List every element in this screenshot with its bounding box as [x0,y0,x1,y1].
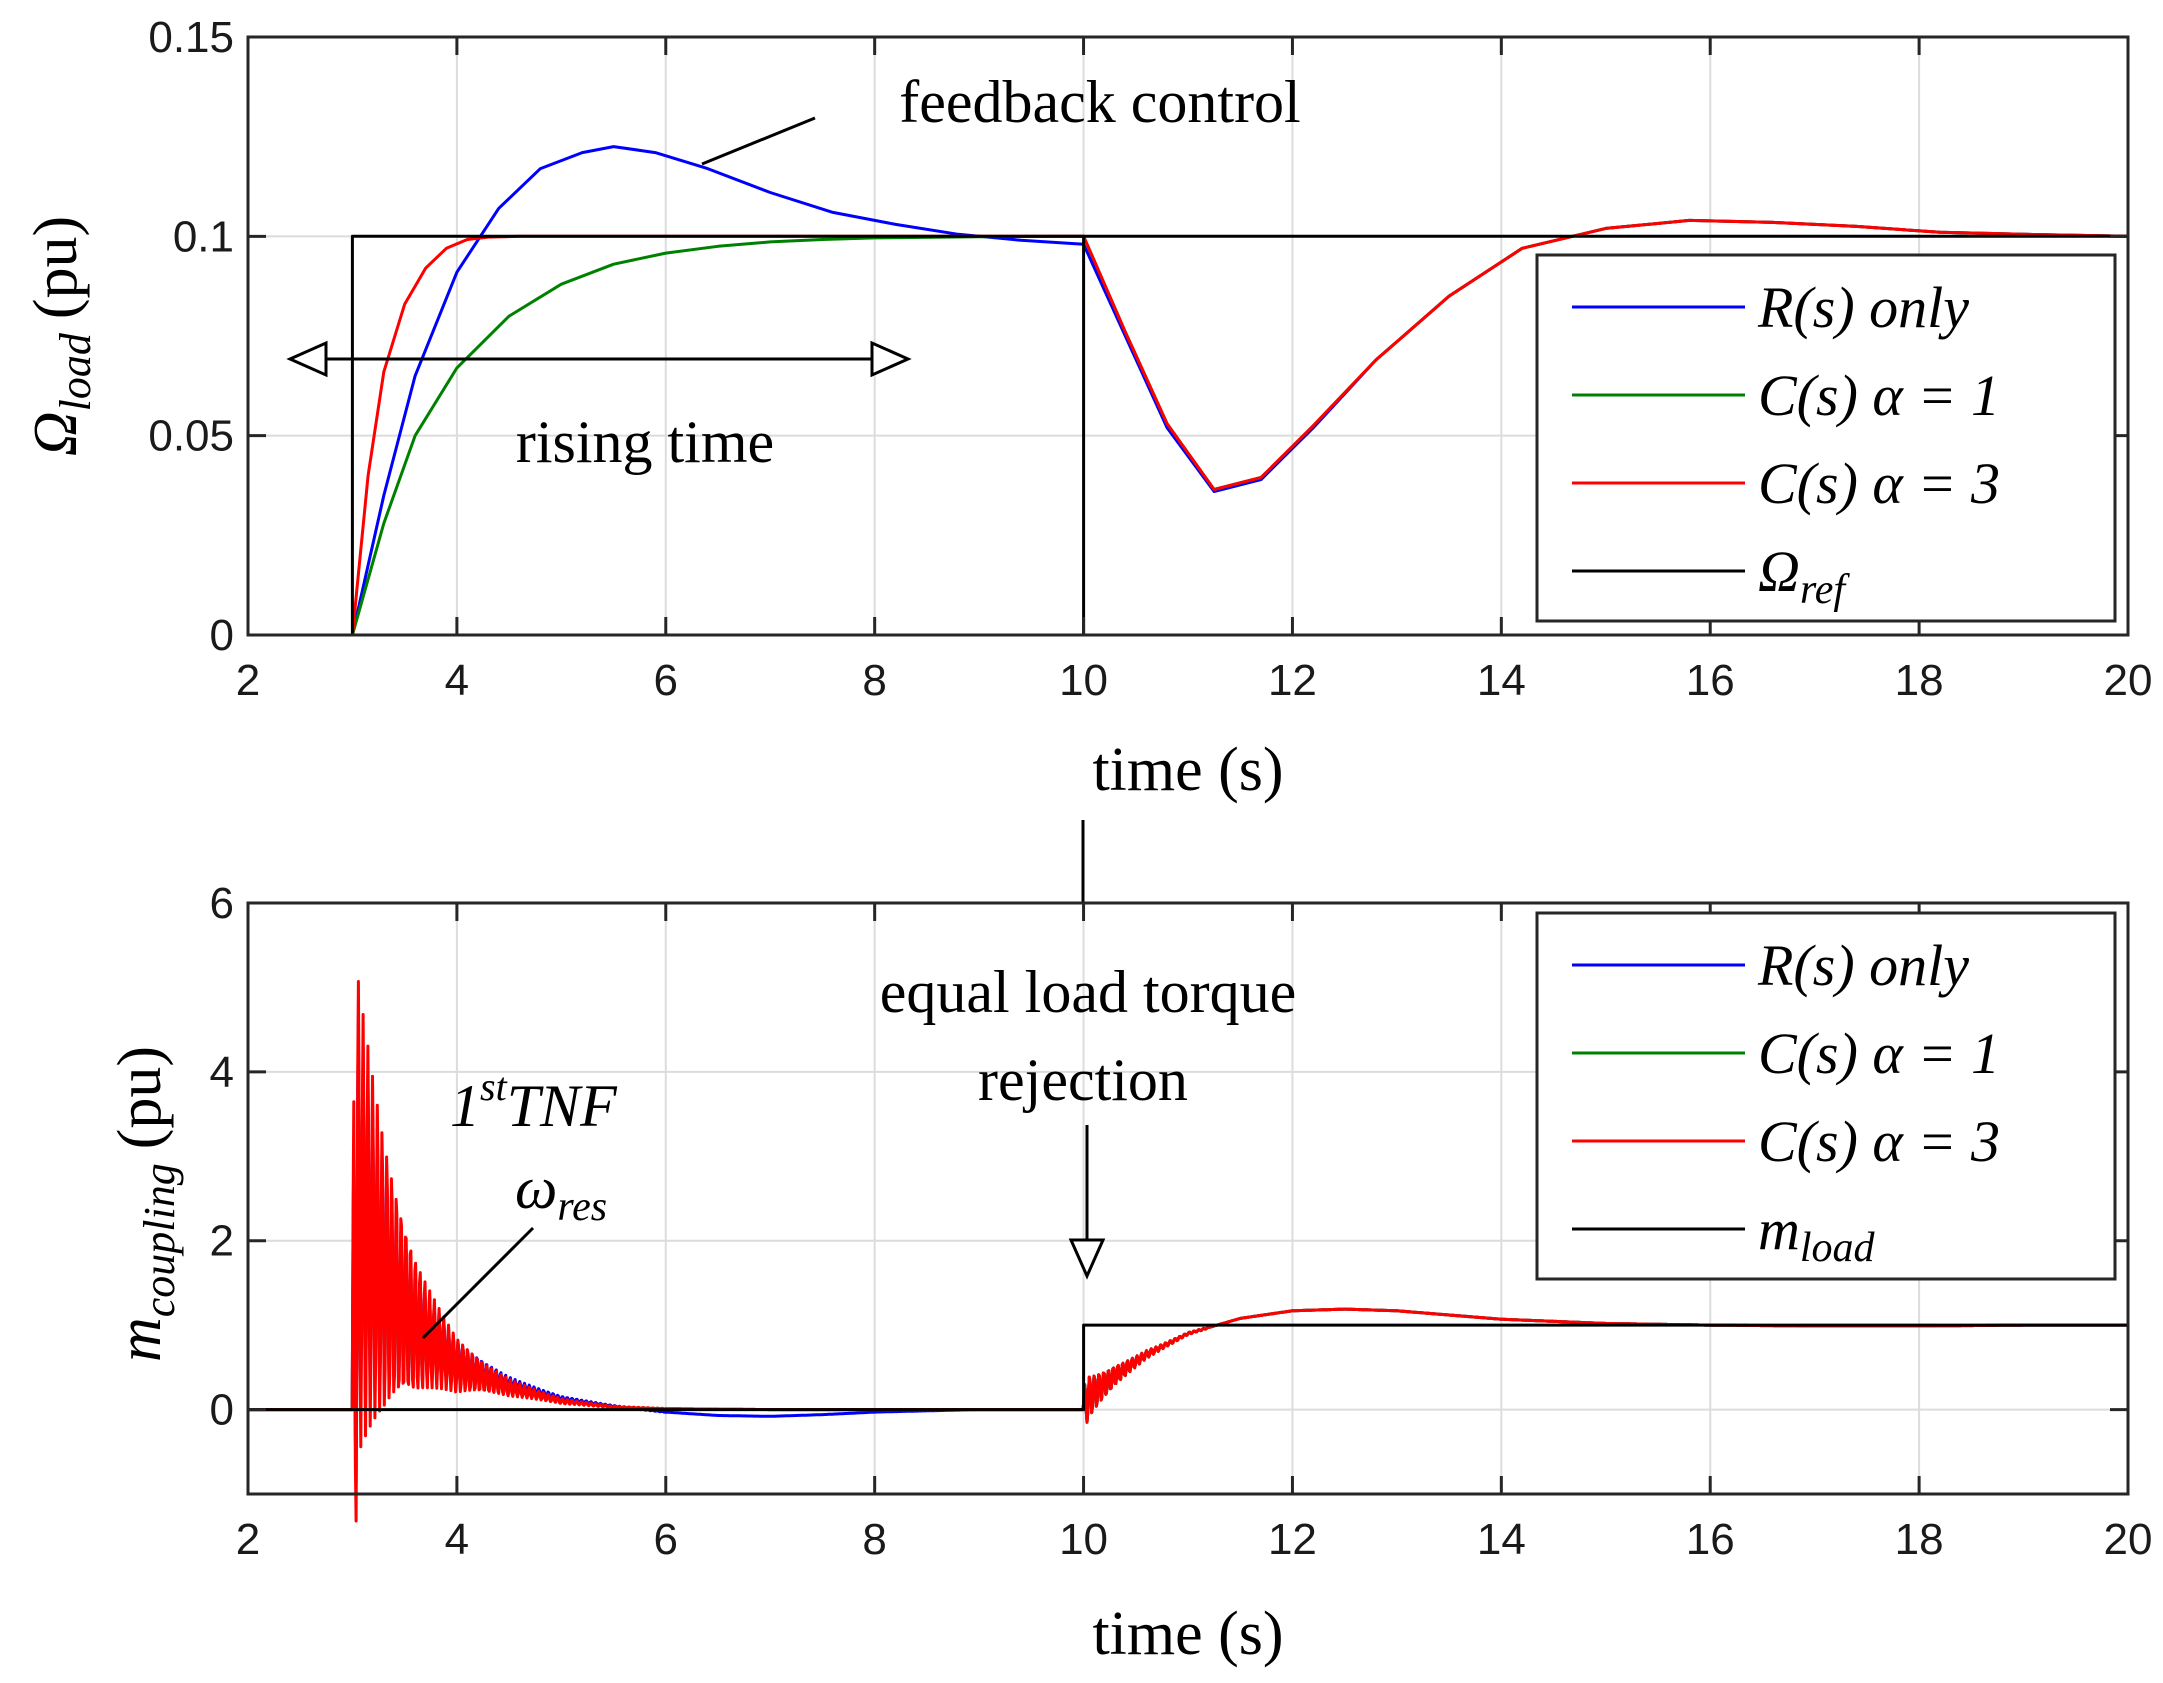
x-tick-label: 16 [1686,1515,1735,1564]
bottom-series [247,980,2129,1523]
annotation-feedback-control: feedback control [899,69,1300,135]
top-xlabel: time (s) [1092,736,1283,804]
bottom-legend-box [1535,911,2117,1281]
annotation-tnf: 1stTNF [450,1064,618,1139]
top-chart: 2 4 6 8 10 12 14 16 18 20 0 0.05 0.1 0.15 Ωload(pu) t… [22,13,2152,804]
y-tick-label: 6 [210,879,234,928]
bottom-chart: 2 4 6 8 10 12 14 16 18 20 0 2 4 6 mcoupling(pu) time … [106,879,2152,1668]
legend-label-0: R(s) only [1757,275,1969,340]
y-tick-label: 0.05 [148,412,234,461]
x-tick-label: 18 [1895,656,1944,705]
x-tick-label: 10 [1059,656,1108,705]
top-ylabel: Ωload(pu) [22,216,100,456]
x-tick-label: 20 [2104,1515,2153,1564]
y-tick-label: 2 [210,1217,234,1266]
y-tick-label: 4 [210,1048,234,1097]
x-tick-label: 20 [2104,656,2153,705]
x-tick-label: 18 [1895,1515,1944,1564]
x-tick-label: 8 [862,1515,886,1564]
top-ticks: 2 4 6 8 10 12 14 16 18 20 0 0.05 0.1 0.15 [148,13,2152,705]
legend-label-1: C(s) α = 1 [1758,1021,2000,1086]
top-legend-box [1535,253,2117,623]
omega-res-leader [421,1226,535,1340]
x-tick-label: 14 [1477,1515,1526,1564]
top-axes-box [246,35,2130,637]
x-tick-label: 16 [1686,656,1735,705]
rising-time-arrow-right-head [870,340,912,378]
bottom-ylabel: mcoupling(pu) [106,1046,184,1362]
bottom-legend: R(s) only C(s) α = 1 C(s) α = 3 mload [1535,911,2117,1281]
legend-label-1: C(s) α = 1 [1758,363,2000,428]
bottom-xlabel: time (s) [1092,1600,1283,1668]
y-tick-label: 0.1 [173,212,234,261]
x-tick-label: 8 [862,656,886,705]
x-tick-label: 12 [1268,1515,1317,1564]
x-tick-label: 12 [1268,656,1317,705]
x-tick-label: 4 [445,656,469,705]
x-tick-label: 2 [236,1515,260,1564]
series-line-3 [248,1323,2128,1412]
annotation-equal-load-torque: equal load torque [880,959,1297,1025]
x-tick-label: 14 [1477,656,1526,705]
annotation-omega-res: ωres [515,1155,607,1230]
legend-label-3: mload [1758,1197,1876,1271]
annotation-rejection: rejection [978,1047,1188,1113]
legend-label-2: C(s) α = 3 [1758,1109,2000,1174]
legend-label-0: R(s) only [1757,933,1969,998]
feedback-control-leader [701,116,816,166]
top-legend: R(s) only C(s) α = 1 C(s) α = 3 Ωref [1535,253,2117,623]
annotation-rising-time: rising time [516,409,774,475]
y-tick-label: 0 [210,611,234,660]
bottom-axes-box [246,901,2130,1496]
x-tick-label: 6 [654,656,678,705]
legend-label-3: Ωref [1758,539,1850,613]
x-tick-label: 6 [654,1515,678,1564]
rejection-arrow-head [1068,1238,1106,1280]
bottom-ticks: 2 4 6 8 10 12 14 16 18 20 0 2 4 6 [210,879,2153,1564]
x-tick-label: 10 [1059,1515,1108,1564]
y-tick-label: 0 [210,1386,234,1435]
legend-label-2: C(s) α = 3 [1758,451,2000,516]
x-tick-label: 2 [236,656,260,705]
rising-time-arrow-left-head [286,340,328,378]
y-tick-label: 0.15 [148,13,234,62]
x-tick-label: 4 [445,1515,469,1564]
